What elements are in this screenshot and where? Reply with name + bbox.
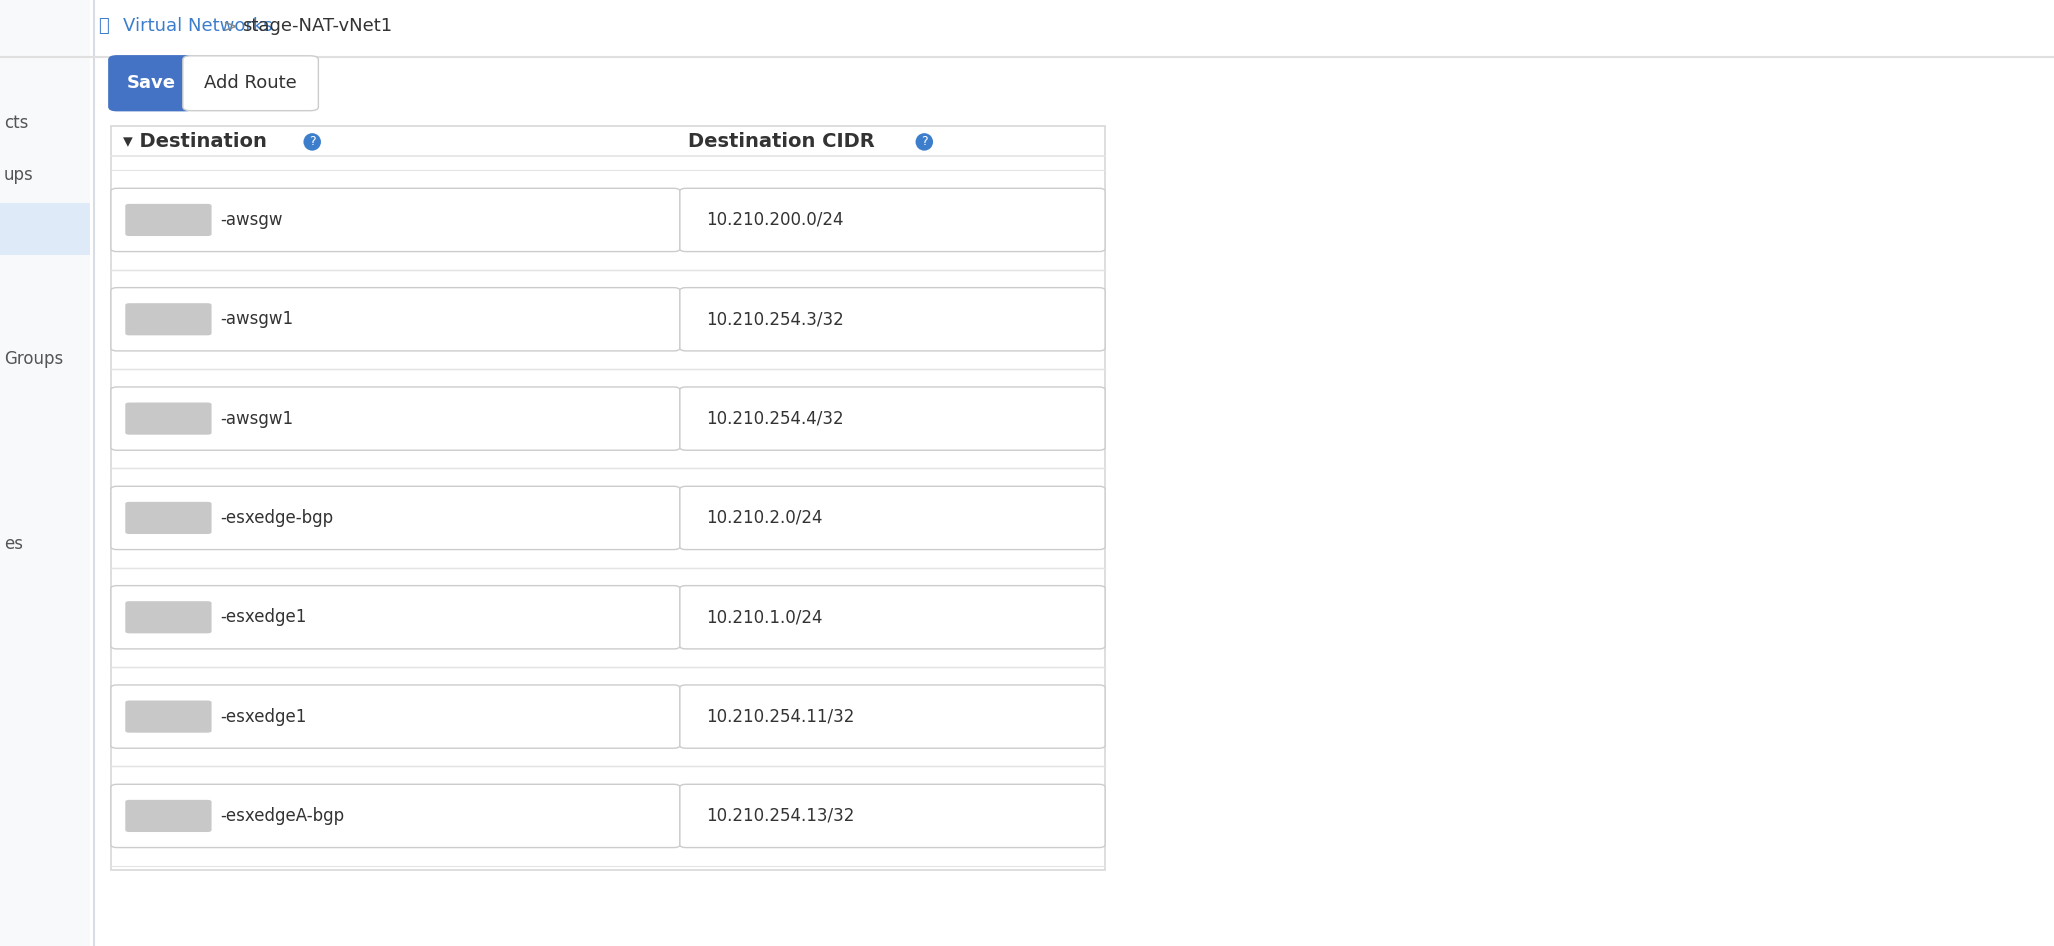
Text: -awsgw: -awsgw (220, 211, 281, 229)
Text: ⦾: ⦾ (99, 17, 109, 36)
FancyBboxPatch shape (680, 288, 1105, 351)
Text: 10.210.254.3/32: 10.210.254.3/32 (707, 310, 844, 328)
Text: -esxedge1: -esxedge1 (220, 708, 306, 726)
Text: cts: cts (4, 114, 29, 132)
Text: ?: ? (920, 135, 928, 149)
Text: stage-NAT-vNet1: stage-NAT-vNet1 (242, 17, 392, 36)
FancyBboxPatch shape (111, 586, 680, 649)
FancyBboxPatch shape (111, 288, 680, 351)
FancyBboxPatch shape (94, 57, 2054, 946)
Text: es: es (4, 534, 23, 553)
Text: >: > (222, 17, 236, 36)
Text: Save: Save (127, 74, 175, 93)
FancyBboxPatch shape (125, 304, 212, 336)
FancyBboxPatch shape (680, 486, 1105, 550)
FancyBboxPatch shape (125, 403, 212, 435)
Text: 10.210.2.0/24: 10.210.2.0/24 (707, 509, 824, 527)
Text: 10.210.254.11/32: 10.210.254.11/32 (707, 708, 854, 726)
FancyBboxPatch shape (125, 800, 212, 832)
FancyBboxPatch shape (0, 0, 90, 946)
Text: Destination CIDR: Destination CIDR (688, 132, 875, 151)
Text: -awsgw1: -awsgw1 (220, 310, 294, 328)
FancyBboxPatch shape (680, 685, 1105, 748)
FancyBboxPatch shape (680, 188, 1105, 252)
FancyBboxPatch shape (0, 203, 90, 255)
FancyBboxPatch shape (111, 486, 680, 550)
Text: ?: ? (308, 135, 316, 149)
Text: Virtual Networks: Virtual Networks (123, 17, 273, 36)
FancyBboxPatch shape (680, 784, 1105, 848)
FancyBboxPatch shape (183, 56, 318, 111)
Text: Groups: Groups (4, 350, 64, 369)
FancyBboxPatch shape (111, 126, 1105, 870)
FancyBboxPatch shape (109, 56, 193, 111)
FancyBboxPatch shape (111, 188, 680, 252)
Text: 10.210.254.13/32: 10.210.254.13/32 (707, 807, 854, 825)
Text: -awsgw1: -awsgw1 (220, 410, 294, 428)
Text: -esxedgeA-bgp: -esxedgeA-bgp (220, 807, 343, 825)
Text: Add Route: Add Route (203, 74, 298, 93)
Text: 10.210.1.0/24: 10.210.1.0/24 (707, 608, 824, 626)
Text: -esxedge-bgp: -esxedge-bgp (220, 509, 333, 527)
FancyBboxPatch shape (111, 784, 680, 848)
FancyBboxPatch shape (125, 700, 212, 733)
FancyBboxPatch shape (680, 586, 1105, 649)
Text: ▾ Destination: ▾ Destination (123, 132, 267, 151)
FancyBboxPatch shape (680, 387, 1105, 450)
FancyBboxPatch shape (125, 602, 212, 634)
Text: 10.210.200.0/24: 10.210.200.0/24 (707, 211, 844, 229)
Text: -esxedge1: -esxedge1 (220, 608, 306, 626)
Text: 10.210.254.4/32: 10.210.254.4/32 (707, 410, 844, 428)
Text: ups: ups (4, 166, 33, 184)
FancyBboxPatch shape (111, 387, 680, 450)
FancyBboxPatch shape (125, 204, 212, 236)
FancyBboxPatch shape (125, 502, 212, 534)
FancyBboxPatch shape (111, 685, 680, 748)
